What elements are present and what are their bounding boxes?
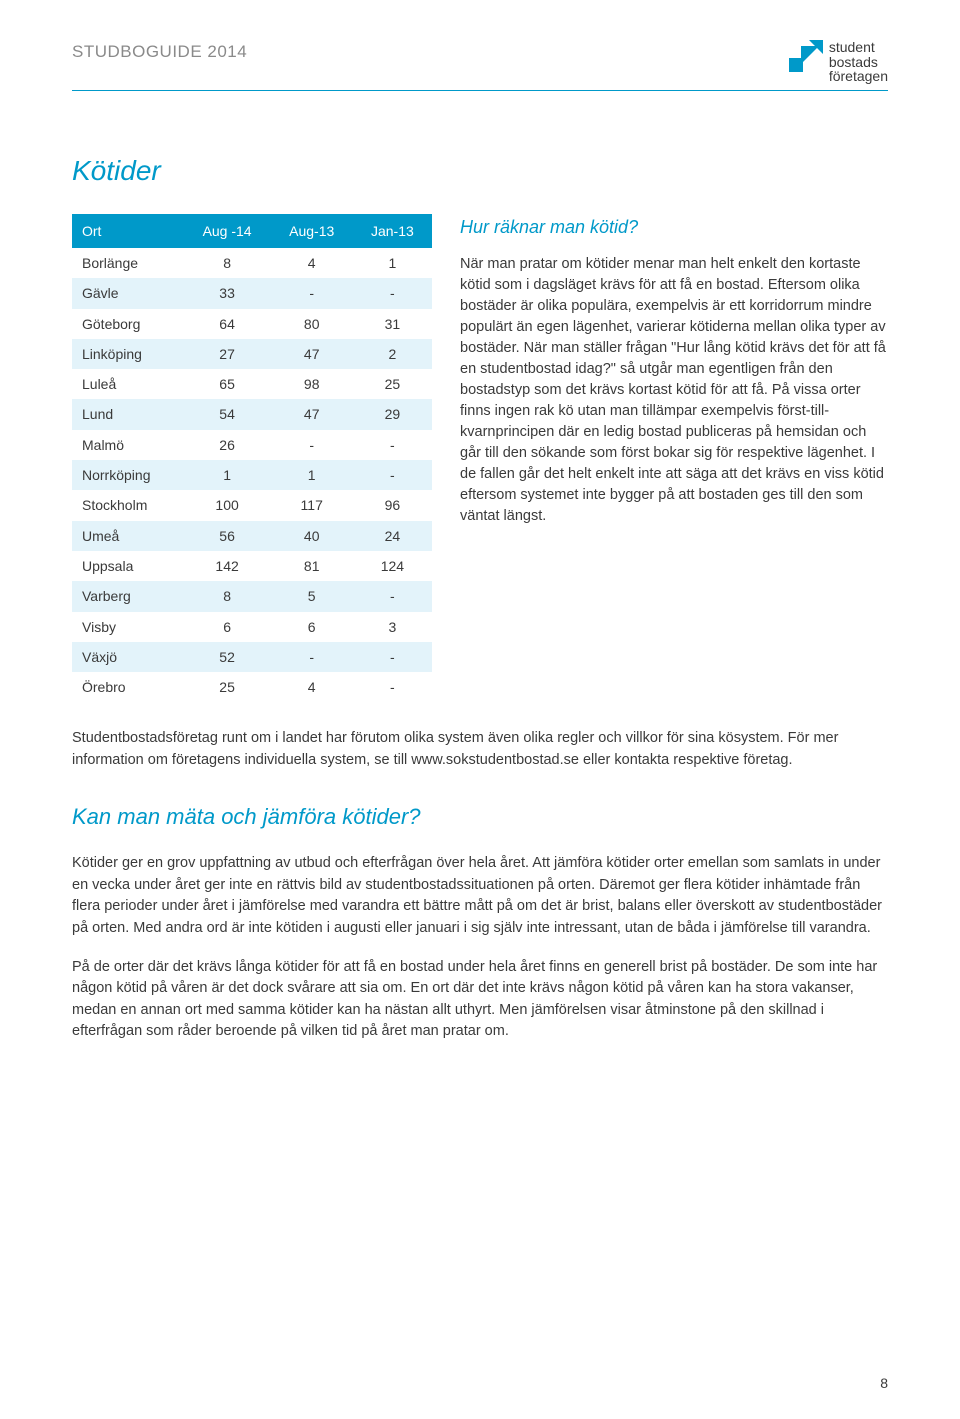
cell-value: 33 bbox=[184, 278, 271, 308]
logo-text-line3: företagen bbox=[829, 69, 888, 84]
kotider-table: Ort Aug -14 Aug-13 Jan-13 Borlänge841Gäv… bbox=[72, 214, 432, 703]
cell-value: 80 bbox=[271, 309, 353, 339]
cell-value: - bbox=[271, 278, 353, 308]
cell-value: 1 bbox=[353, 248, 432, 278]
logo-text: student bostads företagen bbox=[829, 40, 888, 84]
cell-value: 47 bbox=[271, 339, 353, 369]
table-row: Luleå659825 bbox=[72, 369, 432, 399]
kotider-table-wrap: Ort Aug -14 Aug-13 Jan-13 Borlänge841Gäv… bbox=[72, 214, 432, 703]
cell-value: 124 bbox=[353, 551, 432, 581]
cell-ort: Linköping bbox=[72, 339, 184, 369]
cell-value: 4 bbox=[271, 672, 353, 702]
table-row: Göteborg648031 bbox=[72, 309, 432, 339]
para-below-table: Studentbostadsföretag runt om i landet h… bbox=[72, 728, 888, 771]
cell-value: 1 bbox=[184, 460, 271, 490]
cell-value: 47 bbox=[271, 399, 353, 429]
cell-value: - bbox=[271, 642, 353, 672]
cell-value: 24 bbox=[353, 521, 432, 551]
cell-value: 100 bbox=[184, 490, 271, 520]
para-jamfora-2: På de orter där det krävs långa kötider … bbox=[72, 957, 888, 1043]
cell-value: 29 bbox=[353, 399, 432, 429]
cell-value: 1 bbox=[271, 460, 353, 490]
page-header: STUDBOGUIDE 2014 student bostads företag… bbox=[72, 40, 888, 91]
cell-value: - bbox=[353, 642, 432, 672]
cell-value: 6 bbox=[271, 612, 353, 642]
logo: student bostads företagen bbox=[789, 40, 888, 84]
col-aug13: Aug-13 bbox=[271, 214, 353, 248]
table-row: Gävle33-- bbox=[72, 278, 432, 308]
table-row: Borlänge841 bbox=[72, 248, 432, 278]
table-row: Örebro254- bbox=[72, 672, 432, 702]
cell-value: 26 bbox=[184, 430, 271, 460]
cell-value: - bbox=[353, 278, 432, 308]
header-title: STUDBOGUIDE 2014 bbox=[72, 40, 247, 65]
cell-value: 98 bbox=[271, 369, 353, 399]
logo-text-line1: student bbox=[829, 40, 888, 55]
col-jan13: Jan-13 bbox=[353, 214, 432, 248]
cell-value: 142 bbox=[184, 551, 271, 581]
table-row: Lund544729 bbox=[72, 399, 432, 429]
cell-ort: Umeå bbox=[72, 521, 184, 551]
cell-value: - bbox=[353, 460, 432, 490]
subheading-hur-raknar: Hur räknar man kötid? bbox=[460, 214, 888, 240]
cell-ort: Uppsala bbox=[72, 551, 184, 581]
cell-value: - bbox=[271, 430, 353, 460]
cell-value: 54 bbox=[184, 399, 271, 429]
cell-value: 4 bbox=[271, 248, 353, 278]
section-title-jamfora: Kan man mäta och jämföra kötider? bbox=[72, 801, 888, 833]
cell-value: 52 bbox=[184, 642, 271, 672]
cell-ort: Örebro bbox=[72, 672, 184, 702]
cell-ort: Malmö bbox=[72, 430, 184, 460]
cell-ort: Lund bbox=[72, 399, 184, 429]
col-aug14: Aug -14 bbox=[184, 214, 271, 248]
cell-value: 56 bbox=[184, 521, 271, 551]
cell-value: 31 bbox=[353, 309, 432, 339]
right-column: Hur räknar man kötid? När man pratar om … bbox=[460, 214, 888, 703]
cell-value: 65 bbox=[184, 369, 271, 399]
cell-value: 8 bbox=[184, 248, 271, 278]
page-number: 8 bbox=[880, 1373, 888, 1393]
table-row: Umeå564024 bbox=[72, 521, 432, 551]
cell-ort: Luleå bbox=[72, 369, 184, 399]
section-title-kotider: Kötider bbox=[72, 151, 888, 192]
cell-value: 25 bbox=[184, 672, 271, 702]
cell-value: 64 bbox=[184, 309, 271, 339]
cell-value: 27 bbox=[184, 339, 271, 369]
cell-value: 81 bbox=[271, 551, 353, 581]
table-row: Varberg85- bbox=[72, 581, 432, 611]
para-jamfora-1: Kötider ger en grov uppfattning av utbud… bbox=[72, 853, 888, 939]
cell-ort: Stockholm bbox=[72, 490, 184, 520]
table-row: Växjö52-- bbox=[72, 642, 432, 672]
table-row: Uppsala14281124 bbox=[72, 551, 432, 581]
logo-icon bbox=[789, 40, 823, 81]
logo-text-line2: bostads bbox=[829, 55, 888, 70]
cell-ort: Visby bbox=[72, 612, 184, 642]
table-row: Stockholm10011796 bbox=[72, 490, 432, 520]
cell-value: 40 bbox=[271, 521, 353, 551]
cell-value: - bbox=[353, 430, 432, 460]
table-row: Linköping27472 bbox=[72, 339, 432, 369]
cell-value: 5 bbox=[271, 581, 353, 611]
table-row: Malmö26-- bbox=[72, 430, 432, 460]
cell-value: 8 bbox=[184, 581, 271, 611]
cell-ort: Göteborg bbox=[72, 309, 184, 339]
cell-value: - bbox=[353, 581, 432, 611]
col-ort: Ort bbox=[72, 214, 184, 248]
cell-ort: Norrköping bbox=[72, 460, 184, 490]
table-row: Visby663 bbox=[72, 612, 432, 642]
cell-value: 96 bbox=[353, 490, 432, 520]
cell-ort: Växjö bbox=[72, 642, 184, 672]
cell-value: 2 bbox=[353, 339, 432, 369]
cell-ort: Varberg bbox=[72, 581, 184, 611]
para-hur-raknar: När man pratar om kötider menar man helt… bbox=[460, 254, 888, 527]
cell-ort: Borlänge bbox=[72, 248, 184, 278]
cell-ort: Gävle bbox=[72, 278, 184, 308]
cell-value: 25 bbox=[353, 369, 432, 399]
cell-value: - bbox=[353, 672, 432, 702]
table-header-row: Ort Aug -14 Aug-13 Jan-13 bbox=[72, 214, 432, 248]
cell-value: 117 bbox=[271, 490, 353, 520]
cell-value: 3 bbox=[353, 612, 432, 642]
cell-value: 6 bbox=[184, 612, 271, 642]
table-row: Norrköping11- bbox=[72, 460, 432, 490]
